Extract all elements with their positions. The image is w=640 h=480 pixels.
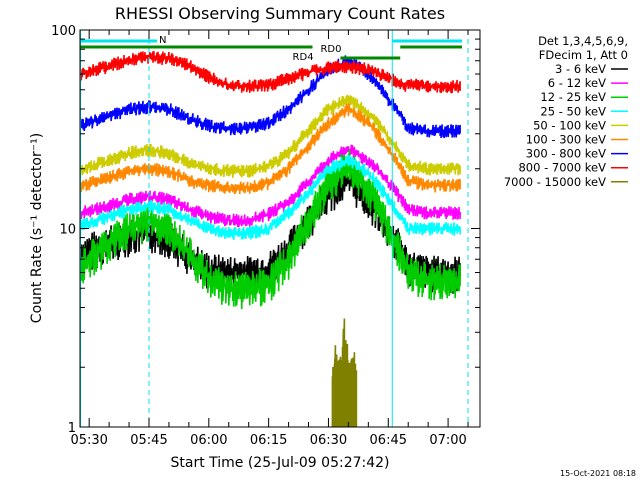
x-tick-label: 06:30 — [310, 433, 347, 448]
series-8 — [331, 318, 358, 428]
axes-layer: 1 10 100 05:30 05:45 06:00 06:15 06:30 06:45 07:0… — [51, 24, 480, 448]
legend-entry: 12 - 25 keV — [540, 90, 606, 104]
overlay-layer: N RD0 RD4 — [80, 30, 469, 427]
legend-entry: 6 - 12 keV — [548, 76, 606, 90]
series-layer — [80, 51, 461, 428]
y-tick-label: 100 — [51, 24, 76, 39]
series-7 — [80, 51, 461, 94]
night-label: N — [159, 35, 166, 46]
rd4-label: RD4 — [293, 52, 314, 63]
series-line — [331, 318, 358, 428]
y-tick-label: 1 — [68, 421, 76, 436]
series-3 — [80, 155, 461, 240]
chart-title: RHESSI Observing Summary Count Rates — [115, 4, 445, 23]
series-line — [80, 94, 461, 178]
x-axis-label: Start Time (25-Jul-09 05:27:42) — [170, 455, 389, 471]
series-line — [80, 51, 461, 94]
legend-entry: 100 - 300 keV — [526, 133, 606, 147]
legend-entry: 300 - 800 keV — [526, 147, 606, 161]
series-line — [80, 55, 461, 139]
x-tick-label: 05:45 — [130, 433, 167, 448]
x-tick-label: 06:45 — [370, 433, 407, 448]
legend-entry: 3 - 6 keV — [555, 62, 606, 76]
y-axis-label: Count Rate (s⁻¹ detector⁻¹) — [29, 133, 45, 323]
x-tick-label: 06:00 — [190, 433, 227, 448]
legend: Det 1,3,4,5,6,9,FDecim 1, Att 03 - 6 keV… — [504, 34, 628, 189]
series-5 — [80, 103, 461, 195]
x-tick-label: 07:00 — [429, 433, 466, 448]
legend-entry: 800 - 7000 keV — [518, 161, 606, 175]
series-2 — [80, 149, 461, 310]
series-line — [80, 149, 461, 310]
legend-entry: 25 - 50 keV — [540, 104, 606, 118]
series-line — [80, 155, 461, 240]
series-6 — [80, 55, 461, 139]
rd0-label: RD0 — [320, 44, 341, 55]
series-4 — [80, 94, 461, 178]
series-line — [80, 144, 461, 228]
legend-header: FDecim 1, Att 0 — [539, 48, 628, 62]
legend-entry: 50 - 100 keV — [533, 118, 606, 132]
legend-header: Det 1,3,4,5,6,9, — [538, 34, 628, 48]
legend-entry: 7000 - 15000 keV — [504, 175, 606, 189]
y-tick-label: 10 — [59, 223, 76, 238]
series-1 — [80, 144, 461, 228]
timestamp: 15-Oct-2021 08:18 — [560, 469, 636, 478]
x-tick-label: 05:30 — [70, 433, 107, 448]
x-tick-label: 06:15 — [250, 433, 287, 448]
series-line — [80, 103, 461, 195]
